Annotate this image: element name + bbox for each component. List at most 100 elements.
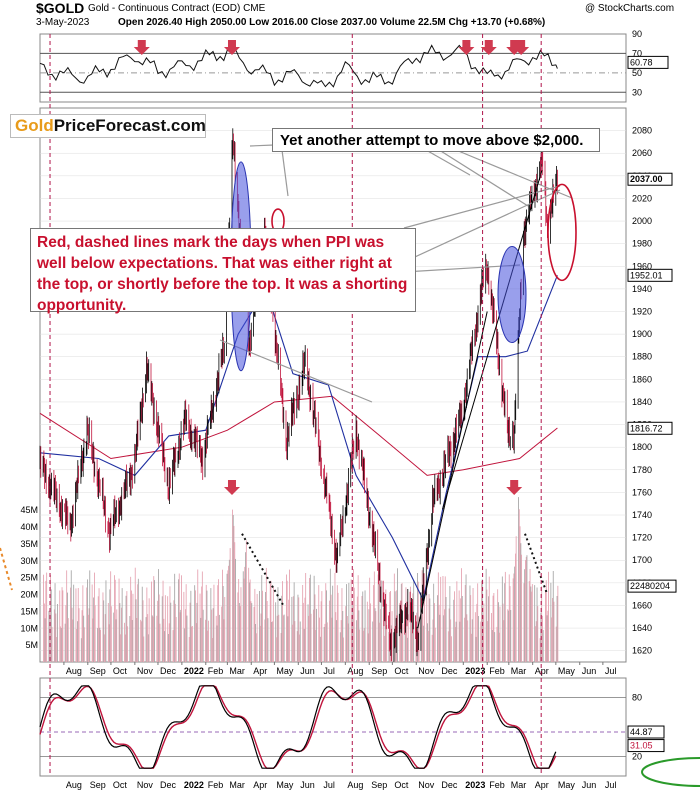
volume-bar	[528, 581, 530, 662]
volume-bar	[393, 573, 395, 662]
price-tick-label: 2020	[632, 193, 652, 203]
chart-ticker: $GOLD	[36, 0, 85, 16]
price-x-label: Sep	[371, 666, 387, 676]
volume-bar	[367, 633, 369, 662]
volume-bar	[109, 589, 111, 662]
volume-bar	[185, 584, 187, 662]
volume-bar	[454, 591, 455, 662]
volume-bar	[250, 601, 252, 662]
volume-bar	[200, 617, 202, 662]
volume-bar	[523, 583, 525, 662]
volume-bar	[99, 627, 101, 662]
volume-bar	[332, 585, 334, 662]
volume-bar	[498, 632, 500, 662]
volume-bar	[238, 579, 240, 662]
volume-bar	[54, 583, 56, 662]
volume-bar	[444, 576, 446, 662]
volume-bar	[102, 592, 104, 662]
rsi-tick-label: 50	[632, 68, 642, 78]
stochastic-x-label: Jul	[323, 780, 335, 790]
volume-bar	[350, 579, 352, 662]
volume-bar	[550, 582, 552, 662]
volume-bar	[524, 569, 526, 662]
volume-bar	[518, 509, 520, 662]
volume-bar	[485, 568, 487, 662]
volume-bar	[461, 596, 463, 662]
volume-bar	[289, 569, 290, 662]
volume-bar	[305, 573, 307, 662]
volume-bar	[469, 585, 471, 662]
volume-bar	[197, 569, 199, 662]
price-tick-label: 1800	[632, 442, 652, 452]
price-x-label: 2022	[184, 666, 204, 676]
volume-bar	[326, 590, 327, 662]
volume-bar	[342, 611, 344, 662]
stochastic-x-label: Dec	[160, 780, 177, 790]
volume-bar	[265, 592, 266, 662]
price-last-close-box	[627, 172, 673, 186]
volume-bar	[488, 576, 490, 662]
volume-bar	[255, 624, 256, 662]
volume-bar	[493, 593, 495, 662]
volume-bar	[132, 593, 134, 662]
volume-bar	[53, 609, 55, 662]
volume-bar	[115, 619, 117, 662]
volume-bar	[530, 586, 532, 662]
red-top-ellipse-2023	[547, 183, 577, 282]
volume-bar	[280, 633, 282, 662]
rsi-down-arrow	[223, 40, 240, 55]
price-x-label: Jul	[605, 666, 617, 676]
volume-bar	[389, 592, 391, 662]
stochastic-last-value-label: 44.87	[630, 727, 653, 737]
volume-bar	[286, 574, 287, 662]
volume-bar	[329, 568, 331, 662]
volume-bar	[248, 567, 250, 662]
volume-bar	[97, 628, 98, 662]
volume-bar	[481, 579, 483, 662]
volume-bar	[164, 631, 165, 662]
volume-bar	[454, 627, 456, 662]
volume-bar	[244, 566, 246, 662]
volume-bar	[131, 590, 132, 662]
volume-bar	[195, 590, 196, 662]
volume-bar	[297, 594, 299, 662]
goldpriceforecast-logo: GoldPriceForecast.com	[10, 114, 206, 138]
volume-bar	[154, 580, 155, 662]
volume-bar	[496, 626, 498, 662]
volume-bar	[50, 589, 52, 662]
price-tick-label: 1880	[632, 352, 652, 362]
stochastic-x-label: 2022	[184, 780, 204, 790]
volume-bar	[438, 604, 440, 662]
volume-bar	[299, 621, 301, 662]
volume-bar	[453, 599, 455, 662]
price-x-label: May	[276, 666, 294, 676]
volume-bar	[202, 609, 204, 662]
volume-bar	[372, 621, 374, 662]
price-tick-label: 1940	[632, 284, 652, 294]
stochastic-x-label: Jul	[605, 780, 617, 790]
volume-bar	[82, 585, 84, 662]
volume-bar	[434, 627, 436, 662]
volume-bar	[542, 615, 543, 662]
price-tick-label: 1980	[632, 239, 652, 249]
volume-bar	[251, 603, 253, 662]
volume-bar	[292, 624, 293, 662]
volume-bar	[316, 608, 317, 662]
volume-bar	[186, 615, 188, 662]
volume-bar	[487, 621, 489, 662]
volume-bar	[64, 623, 66, 662]
volume-bar	[151, 581, 152, 662]
volume-bar	[557, 585, 559, 662]
volume-bar	[531, 591, 533, 662]
volume-bar	[336, 585, 338, 662]
volume-bar	[437, 572, 439, 662]
volume-bar	[77, 588, 79, 662]
volume-bar	[110, 606, 112, 662]
volume-bar	[181, 575, 182, 662]
volume-bar	[271, 622, 273, 662]
volume-bar	[153, 576, 155, 662]
volume-bar	[277, 587, 279, 662]
volume-bar	[232, 509, 233, 662]
volume-bar	[207, 630, 209, 662]
volume-bar	[310, 613, 312, 662]
